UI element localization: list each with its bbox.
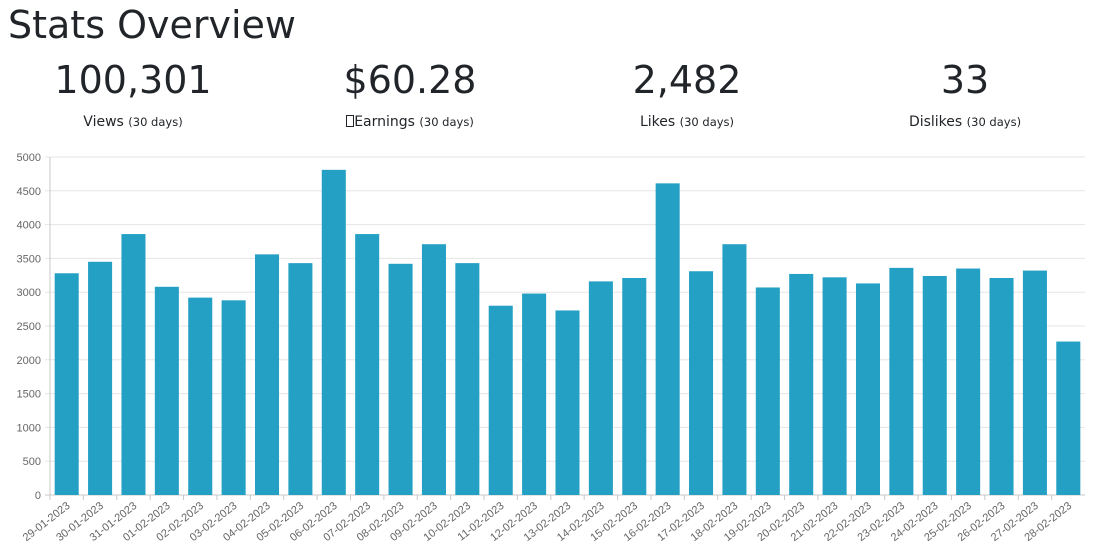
stat-label-text: Likes [639,114,676,130]
chart-bar [188,297,213,495]
page-title: Stats Overview [8,3,296,47]
stats-summary: 100,301 Views (30 days) $60.28 Earnings … [0,56,1100,138]
chart-bar [689,271,714,495]
chart-bar [522,293,547,495]
chart-bar [956,268,981,495]
chart-bar [355,234,380,495]
chart-bar [722,244,747,495]
chart-bar [1056,341,1081,495]
chart-bar [254,254,280,495]
chart-bar [421,244,446,495]
stat-earnings: $60.28 Earnings (30 days) [280,56,540,132]
chart-bar [221,300,246,495]
stat-value: $60.28 [343,58,477,102]
y-tick-label: 4000 [17,220,41,232]
chart-bar [54,273,79,495]
chart-bar [922,275,947,495]
chart-bar [555,310,580,495]
chart-bar [588,281,613,495]
chart-bar [855,283,881,495]
stat-value: 2,482 [632,58,742,102]
stat-value: 100,301 [54,58,212,102]
y-tick-label: 500 [23,456,41,468]
stat-label: Likes (30 days) [557,112,817,132]
chart-bar [822,277,847,495]
y-tick-label: 2000 [17,355,41,367]
chart-bar [989,278,1014,495]
y-tick-label: 1000 [17,422,41,434]
chart-bar [154,286,179,495]
y-tick-label: 0 [35,490,41,502]
chart-bar [88,261,113,495]
y-tick-label: 1500 [17,389,41,401]
chart-bar [655,183,680,495]
chart-bar [488,305,513,495]
chart-bar [789,273,814,495]
y-tick-label: 3000 [17,287,41,299]
stat-period: (30 days) [419,115,474,129]
y-tick-label: 2500 [17,321,41,333]
stat-label-text: Views [83,114,124,130]
chart-bar [388,263,413,495]
stat-period: (30 days) [966,115,1022,129]
stat-views: 100,301 Views (30 days) [3,56,263,132]
chart-bar [622,278,647,495]
stat-period: (30 days) [128,115,183,129]
stat-value: 33 [940,58,990,102]
stat-label-text: Dislikes [908,114,963,130]
chart-bar [455,263,480,495]
chart-bar [1022,270,1047,495]
y-tick-label: 4500 [17,186,41,198]
chart-bar [288,263,313,495]
stat-likes: 2,482 Likes (30 days) [557,56,817,132]
stat-period: (30 days) [679,115,735,129]
chart-bar [121,234,146,495]
chart-bar [321,169,346,495]
views-bar-chart: 0 500 1000 1500 2000 2500 3000 3500 4000 4500 5000… [17,152,1085,544]
chart-bar [889,267,914,495]
stat-label: Views (30 days) [3,112,263,132]
info-icon [346,115,355,127]
stat-label-text: Earnings [354,114,415,130]
y-tick-label: 3500 [17,253,41,265]
stat-label: Dislikes (30 days) [835,112,1095,132]
chart-bar [755,287,780,495]
stat-dislikes: 33 Dislikes (30 days) [835,56,1095,132]
stat-label: Earnings (30 days) [280,112,540,132]
y-tick-label: 5000 [17,152,41,164]
